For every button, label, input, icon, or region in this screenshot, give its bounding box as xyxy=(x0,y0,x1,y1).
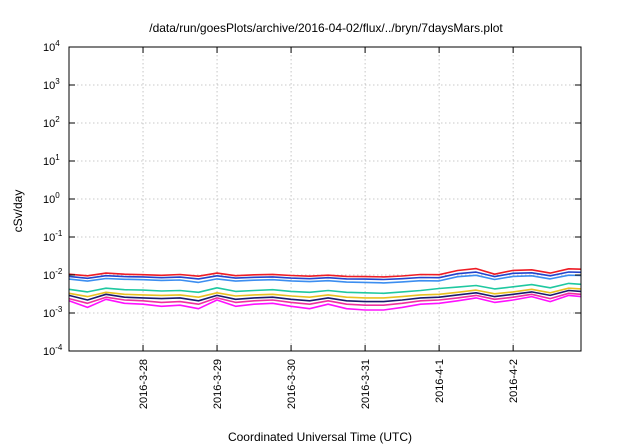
y-tick-label: 10-4 xyxy=(43,343,63,358)
x-tick-label: 2016-3-31 xyxy=(360,359,372,409)
y-tick-label: 100 xyxy=(43,191,60,206)
x-tick-label: 2016-4-2 xyxy=(508,359,520,403)
y-gridlines xyxy=(69,84,581,314)
series-lines xyxy=(68,267,582,311)
chart-title: /data/run/goesPlots/archive/2016-04-02/f… xyxy=(149,21,503,35)
series-line-4 xyxy=(68,282,582,295)
y-tick-label: 10-2 xyxy=(43,267,63,282)
series-line-2 xyxy=(68,271,582,281)
series-line-3 xyxy=(68,274,582,284)
x-tick-label: 2016-3-28 xyxy=(138,359,150,409)
x-axis-title: Coordinated Universal Time (UTC) xyxy=(228,430,412,444)
x-tick-label: 2016-3-30 xyxy=(286,359,298,409)
x-tick-label: 2016-3-29 xyxy=(212,359,224,409)
y-axis-ticks: 10-4 10-3 10-2 10-1 100 101 102 103 104 xyxy=(43,39,581,358)
y-axis-title: cSv/day xyxy=(11,190,25,233)
x-tick-label: 2016-4-1 xyxy=(434,359,446,403)
series-line-8 xyxy=(68,294,582,311)
y-tick-label: 10-1 xyxy=(43,229,63,244)
y-tick-label: 103 xyxy=(43,77,60,92)
series-line-5 xyxy=(68,287,582,299)
series-line-7 xyxy=(68,292,582,307)
y-tick-label: 102 xyxy=(43,115,60,130)
x-axis-ticks: 2016-3-28 2016-3-29 2016-3-30 2016-3-31 2016… xyxy=(138,47,520,409)
y-tick-label: 101 xyxy=(43,153,60,168)
y-tick-label: 104 xyxy=(43,39,60,54)
y-tick-label: 10-3 xyxy=(43,305,63,320)
series-line-6 xyxy=(68,289,582,303)
series-line-1 xyxy=(68,267,582,278)
